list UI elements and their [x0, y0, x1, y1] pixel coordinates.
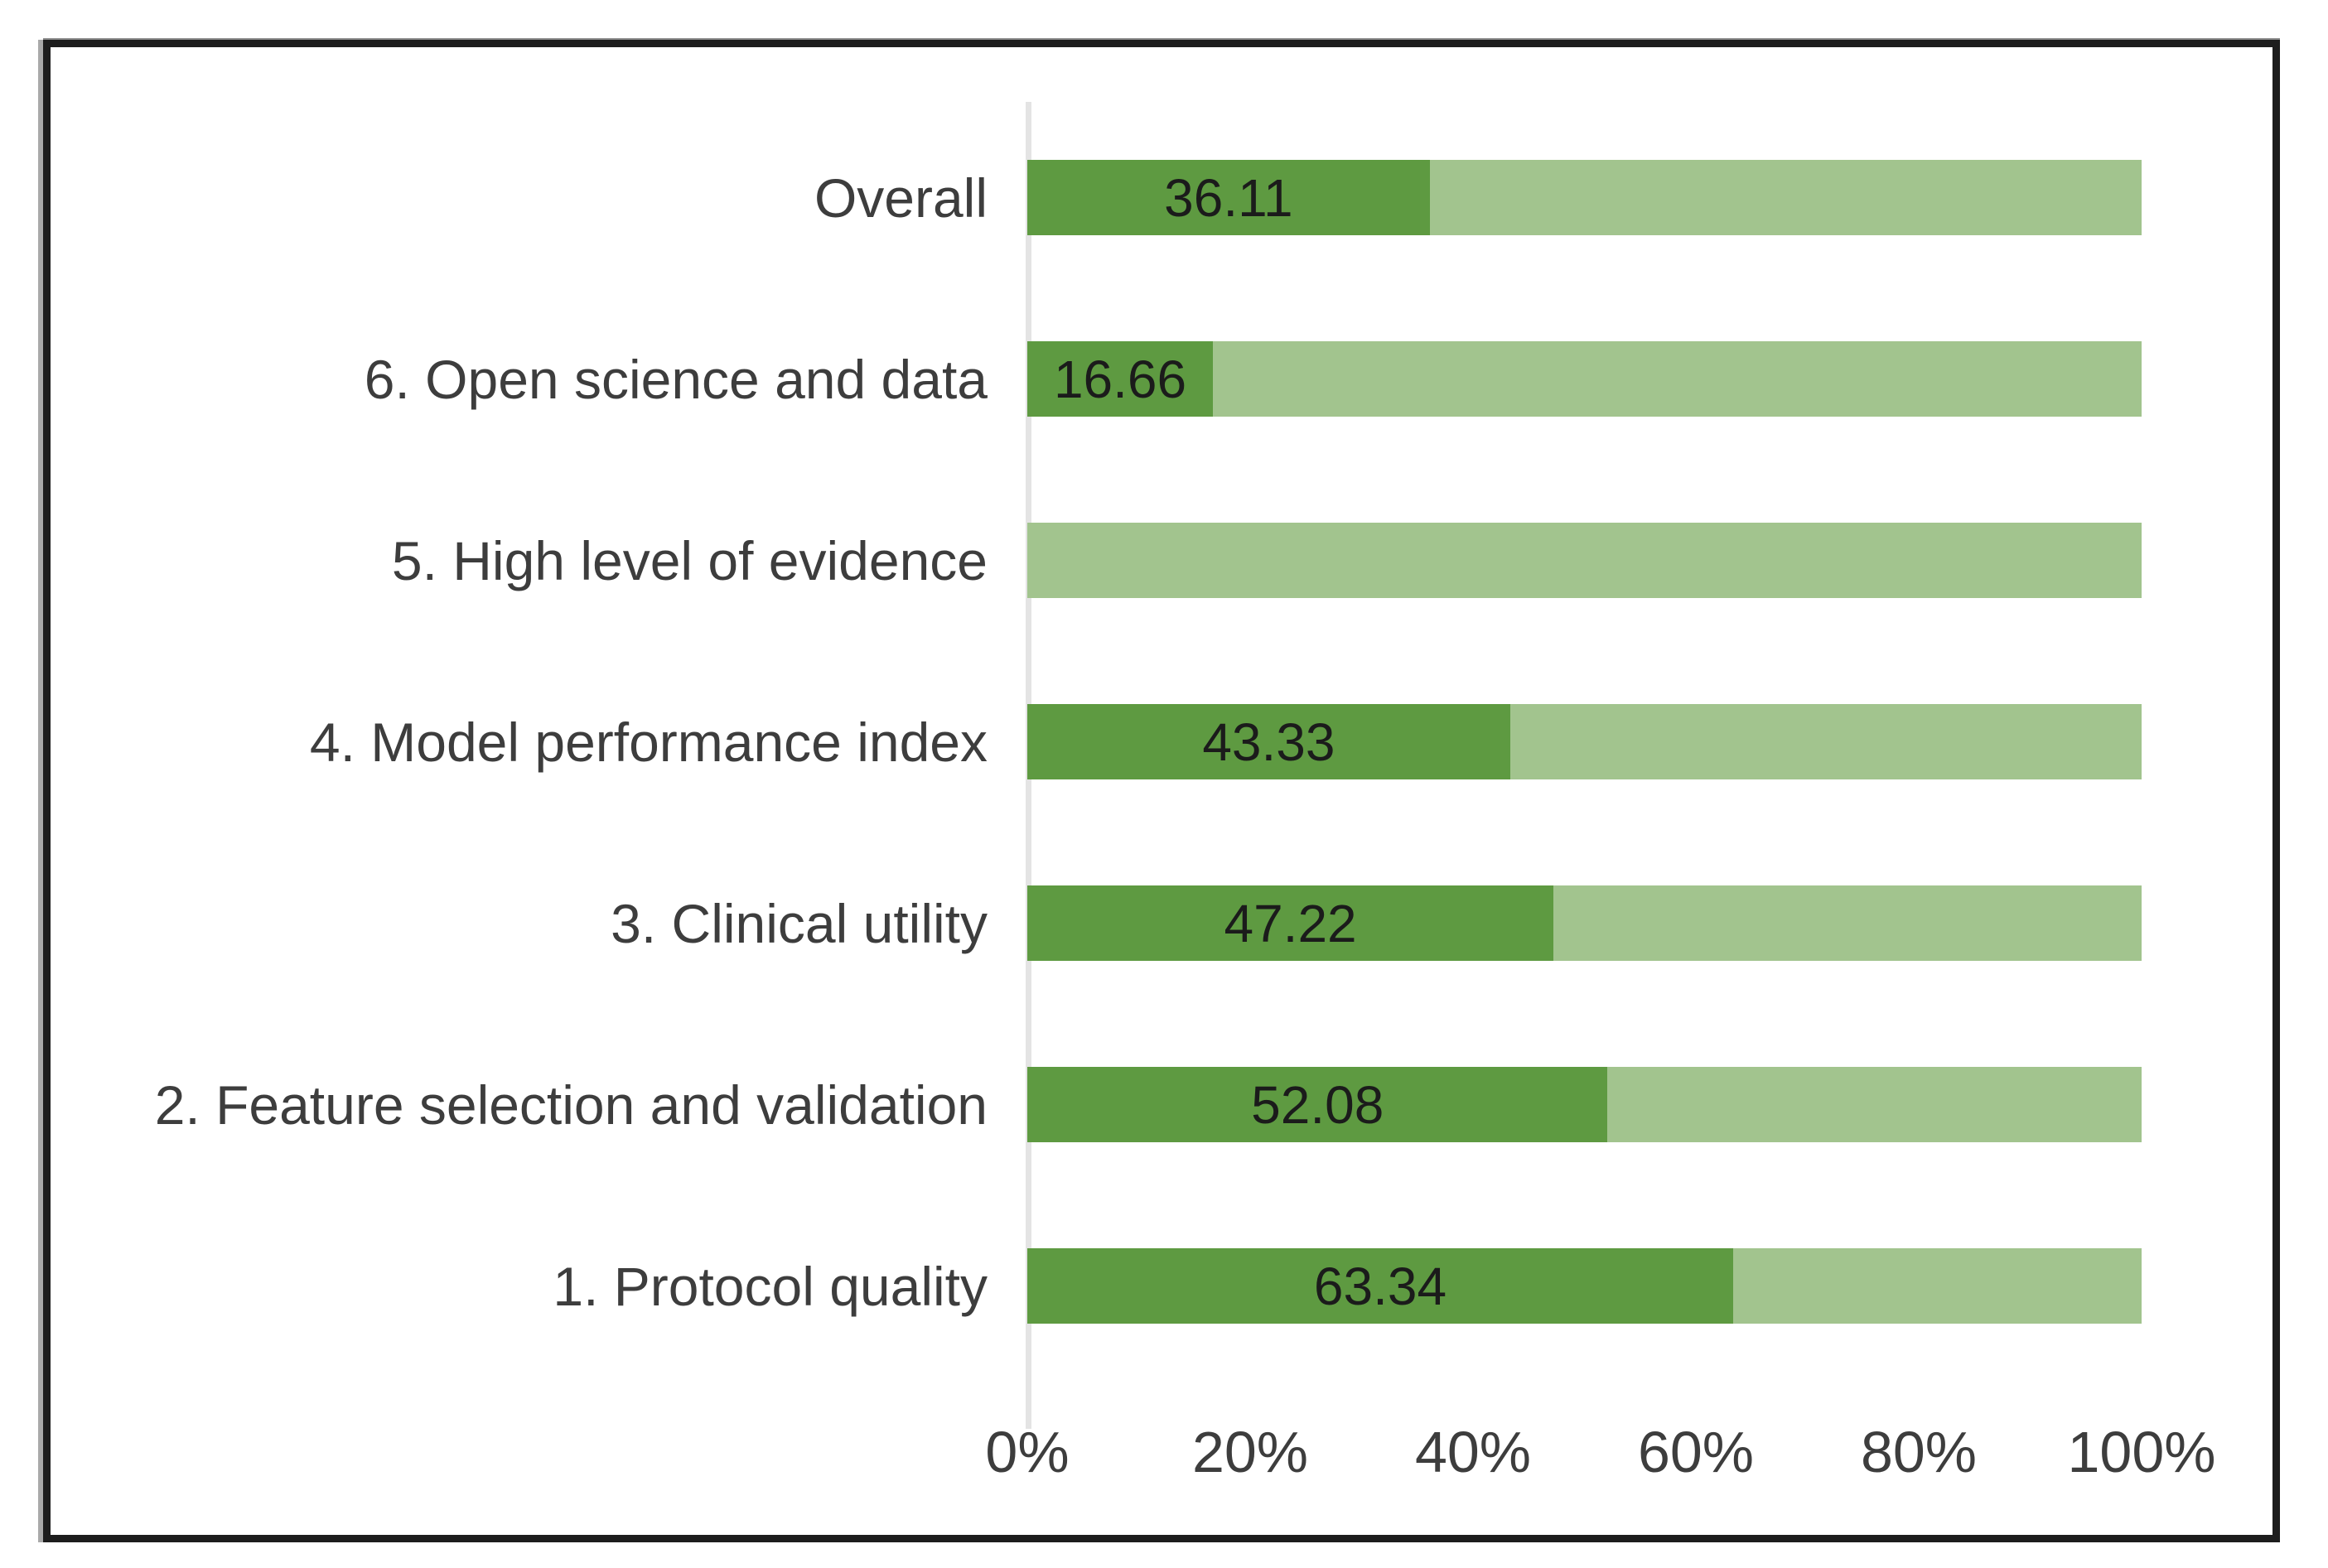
bar-value-label: 43.33: [1202, 712, 1335, 772]
category-label: 2. Feature selection and validation: [154, 1073, 988, 1136]
bar-rows: Overall 36.11 6. Open science and data 16.6…: [51, 107, 2142, 1377]
bar-segment-score-remainder: [1213, 341, 2142, 417]
chart-row: Overall 36.11: [51, 107, 2142, 288]
bar-value-label: 47.22: [1224, 893, 1357, 953]
category-label: 5. High level of evidence: [391, 529, 988, 591]
chart-row: 4. Model performance index 43.33: [51, 651, 2142, 832]
bar-value-label: 16.66: [1053, 349, 1187, 409]
stacked-bar-chart: Overall 36.11 6. Open science and data 16.6…: [51, 47, 2272, 1535]
bar-segment-score-achieved: 63.34: [1027, 1248, 1733, 1324]
bar-segment-score-achieved: 36.11: [1027, 160, 1430, 235]
bar-track: [1027, 523, 2142, 598]
bar-value-label: 36.11: [1164, 167, 1293, 228]
x-axis-tick-label: 0%: [985, 1420, 1070, 1484]
x-axis-tick-label: 80%: [1860, 1420, 1978, 1484]
bar-track: 47.22: [1027, 885, 2142, 961]
bar-segment-score-remainder: [1027, 523, 2142, 598]
x-axis: 0% 20% 40% 60% 80% 100%: [51, 1419, 2215, 1510]
bar-segment-score-achieved: 43.33: [1027, 704, 1510, 779]
bar-segment-score-remainder: [1509, 704, 2142, 779]
bar-segment-score-remainder: [1732, 1248, 2142, 1324]
chart-row: 6. Open science and data 16.66: [51, 288, 2142, 470]
chart-row: 2. Feature selection and validation 52.08: [51, 1014, 2142, 1195]
x-axis-tick-label: 60%: [1637, 1420, 1755, 1484]
category-label: 1. Protocol quality: [553, 1255, 988, 1317]
bar-segment-score-achieved: 16.66: [1027, 341, 1214, 417]
category-label: Overall: [814, 166, 988, 229]
chart-frame: Overall 36.11 6. Open science and data 16.6…: [43, 40, 2280, 1542]
bar-segment-score-achieved: 47.22: [1027, 885, 1554, 961]
chart-row: 5. High level of evidence: [51, 470, 2142, 651]
bar-segment-score-achieved: 52.08: [1027, 1067, 1608, 1142]
bar-track: 52.08: [1027, 1067, 2142, 1142]
bar-track: 36.11: [1027, 160, 2142, 235]
x-axis-tick-label: 40%: [1414, 1420, 1532, 1484]
x-axis-tick-label: 20%: [1191, 1420, 1309, 1484]
chart-row: 3. Clinical utility 47.22: [51, 832, 2142, 1014]
bar-track: 16.66: [1027, 341, 2142, 417]
bar-segment-score-remainder: [1553, 885, 2142, 961]
category-label: 4. Model performance index: [309, 711, 988, 773]
bar-segment-score-remainder: [1429, 160, 2142, 235]
bar-value-label: 63.34: [1313, 1256, 1447, 1316]
category-label: 3. Clinical utility: [611, 892, 988, 954]
chart-row: 1. Protocol quality 63.34: [51, 1195, 2142, 1377]
x-axis-tick-label: 100%: [2067, 1420, 2216, 1484]
bar-track: 63.34: [1027, 1248, 2142, 1324]
bar-track: 43.33: [1027, 704, 2142, 779]
bar-value-label: 52.08: [1251, 1074, 1384, 1135]
bar-segment-score-remainder: [1607, 1067, 2142, 1142]
category-label: 6. Open science and data: [364, 348, 988, 410]
